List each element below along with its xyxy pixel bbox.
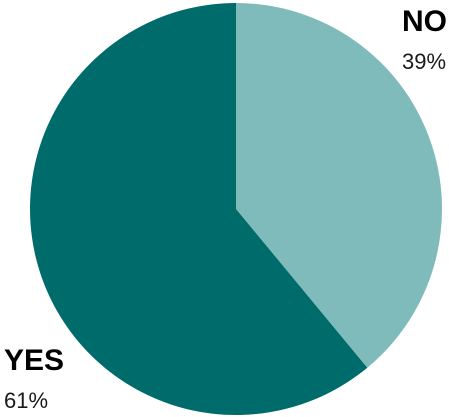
pie-slices (30, 2, 443, 415)
slice-label-no: NO (402, 5, 447, 38)
slice-value-yes: 61% (4, 388, 48, 413)
slice-value-no: 39% (402, 49, 446, 74)
slice-label-yes: YES (4, 344, 64, 377)
pie-slice-no (236, 2, 443, 368)
pie-slice-yes (30, 3, 368, 415)
